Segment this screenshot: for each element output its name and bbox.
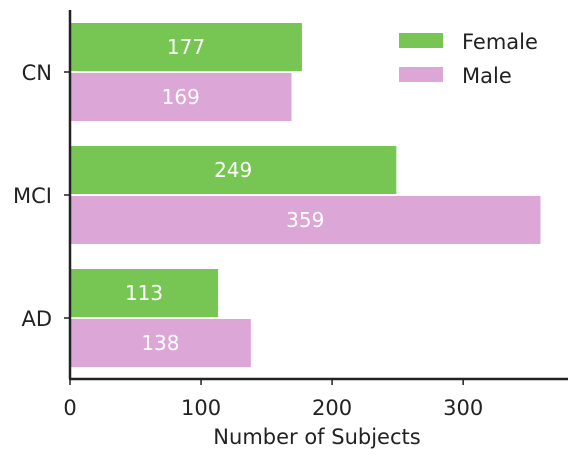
bar-female-cn (70, 23, 302, 71)
data-labels-layer: 177 169 249 359 113 138 (125, 35, 324, 355)
data-label-male-ad: 138 (141, 331, 179, 355)
legend: Female Male (399, 30, 538, 88)
axes-layer: CN MCI AD 0 100 200 300 Number of Subjects (13, 10, 568, 449)
legend-label-female: Female (462, 30, 538, 54)
data-label-male-cn: 169 (162, 85, 200, 109)
data-label-female-ad: 113 (125, 281, 163, 305)
data-label-female-cn: 177 (167, 35, 205, 59)
bar-male-ad (70, 319, 251, 367)
legend-label-male: Male (462, 64, 512, 88)
bar-male-mci (70, 196, 541, 244)
x-axis-label: Number of Subjects (213, 425, 420, 449)
x-tick-label-100: 100 (181, 396, 221, 420)
bar-female-mci (70, 146, 397, 194)
bar-female-ad (70, 269, 219, 317)
x-tick-label-200: 200 (312, 396, 352, 420)
data-label-female-mci: 249 (214, 158, 252, 182)
bars-layer (70, 23, 541, 367)
data-label-male-mci: 359 (286, 208, 324, 232)
y-tick-label-cn: CN (22, 61, 52, 85)
y-tick-label-ad: AD (21, 307, 52, 331)
legend-swatch-male (399, 67, 443, 82)
x-tick-label-300: 300 (443, 396, 483, 420)
bar-male-cn (70, 73, 292, 121)
legend-swatch-female (399, 33, 443, 48)
y-tick-label-mci: MCI (13, 184, 52, 208)
x-tick-label-0: 0 (63, 396, 76, 420)
